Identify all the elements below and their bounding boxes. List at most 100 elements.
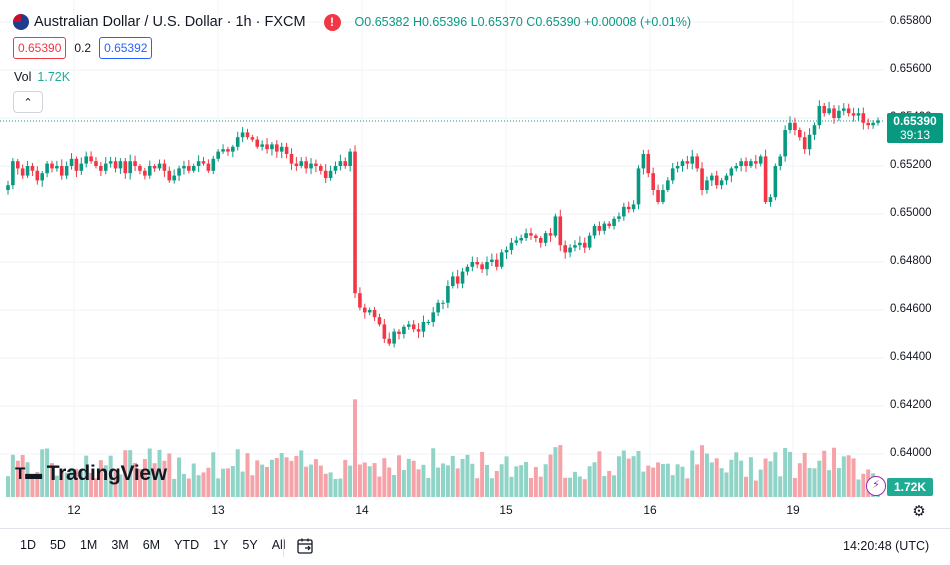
candle-body [187, 166, 191, 171]
alert-icon[interactable]: ! [323, 13, 341, 31]
calendar-icon[interactable] [296, 537, 314, 555]
volume-bar [543, 464, 548, 497]
buy-price-button[interactable]: 0.65392 [99, 37, 153, 59]
volume-bar [49, 463, 54, 497]
candle-body [255, 139, 260, 147]
volume-bar [436, 467, 441, 497]
sell-price-button[interactable]: 0.65390 [13, 37, 67, 59]
volume-bar [128, 450, 133, 497]
candle-body [387, 338, 392, 344]
candle-body [749, 161, 753, 166]
candle-body [636, 168, 641, 205]
volume-bar [802, 452, 807, 497]
candle-body [328, 170, 333, 178]
ohlc-values: O0.65382 H0.65396 L0.65370 C0.65390 +0.0… [355, 15, 691, 29]
candle-body [602, 223, 607, 231]
candle-body [558, 216, 563, 246]
candle-body [622, 206, 626, 217]
candle-body [392, 331, 396, 344]
candle-body [460, 271, 465, 284]
candle-body [509, 242, 514, 250]
candle-body [40, 173, 45, 181]
last-price-value: 0.65390 [893, 114, 937, 128]
candle-body [216, 151, 220, 159]
candle-body [162, 163, 167, 171]
timeframe-1y[interactable]: 1Y [213, 538, 229, 552]
candle-body [309, 163, 313, 169]
volume-bar [484, 464, 489, 497]
volume-bar [827, 470, 832, 497]
collapse-legend-button[interactable]: ⌃ [13, 91, 43, 113]
volume-bar [431, 448, 436, 497]
candle-body [626, 206, 631, 210]
candle-body [768, 197, 773, 202]
symbol-title[interactable]: Australian Dollar / U.S. Dollar · 1h · F… [34, 14, 306, 30]
volume-bar [660, 464, 665, 497]
candle-body [221, 149, 225, 152]
low-value: 0.65370 [477, 15, 523, 29]
candle-body [646, 154, 651, 174]
timeframe-6m[interactable]: 6M [142, 538, 161, 552]
lightning-icon[interactable]: ⚡ [866, 476, 886, 496]
volume-bar [577, 476, 582, 497]
volume-bar [817, 460, 822, 497]
volume-bar [553, 447, 558, 497]
candle-body [143, 170, 147, 176]
timeframe-1m[interactable]: 1M [79, 538, 98, 552]
timeframe-5d[interactable]: 5D [49, 538, 66, 552]
volume-bar [348, 465, 353, 497]
volume-bar [269, 459, 274, 497]
volume-bar [582, 479, 587, 497]
candle-body [641, 154, 646, 169]
volume-bar [313, 459, 318, 497]
au-flag-icon [13, 14, 29, 30]
volume-bar [265, 466, 270, 497]
volume-tag: 1.72K [887, 478, 933, 496]
candle-body [714, 175, 719, 186]
timeframe-3m[interactable]: 3M [111, 538, 129, 552]
candle-body [11, 161, 15, 186]
price-chart[interactable] [0, 0, 950, 528]
quote-boxes: 0.65390 0.2 0.65392 [13, 37, 153, 59]
volume-bar [74, 468, 79, 497]
volume-bar [416, 469, 421, 497]
volume-bar [177, 457, 182, 497]
volume-bar [441, 463, 445, 497]
candle-body [123, 161, 128, 174]
volume-bars [6, 399, 880, 497]
volume-bar [382, 458, 387, 497]
timeframe-5y[interactable]: 5Y [242, 538, 258, 552]
volume-bar [489, 478, 494, 497]
candle-body [431, 312, 436, 322]
candle-body [260, 144, 264, 147]
volume-bar [631, 456, 636, 497]
clock[interactable]: 14:20:48 (UTC) [843, 539, 930, 553]
candle-body [294, 163, 299, 166]
candle-body [196, 161, 201, 166]
volume-bar [113, 470, 118, 497]
candle-body [450, 276, 455, 286]
candle-body [50, 163, 54, 169]
timeframe-ytd[interactable]: YTD [174, 538, 200, 552]
candle-body [333, 166, 338, 171]
candle-body [157, 163, 162, 169]
candle-body [485, 262, 489, 270]
price-tick-label: 0.65000 [890, 207, 932, 219]
last-price-tag: 0.65390 39:13 [887, 113, 943, 143]
settings-icon[interactable]: ⚙ [912, 503, 926, 520]
timeframe-1d[interactable]: 1D [20, 538, 36, 552]
volume-bar [255, 460, 260, 497]
volume-bar [602, 475, 607, 497]
candle-body [656, 190, 660, 202]
volume-bar [304, 466, 309, 497]
candle-body [587, 235, 592, 248]
candle-body [138, 166, 142, 171]
candle-body [348, 151, 352, 166]
volume-bar [450, 455, 455, 497]
candle-body [758, 156, 763, 164]
volume-bar [79, 471, 84, 497]
candle-body [700, 168, 704, 190]
candle-body [279, 146, 284, 152]
timeframe-all[interactable]: All [271, 538, 286, 552]
volume-bar [260, 464, 265, 497]
